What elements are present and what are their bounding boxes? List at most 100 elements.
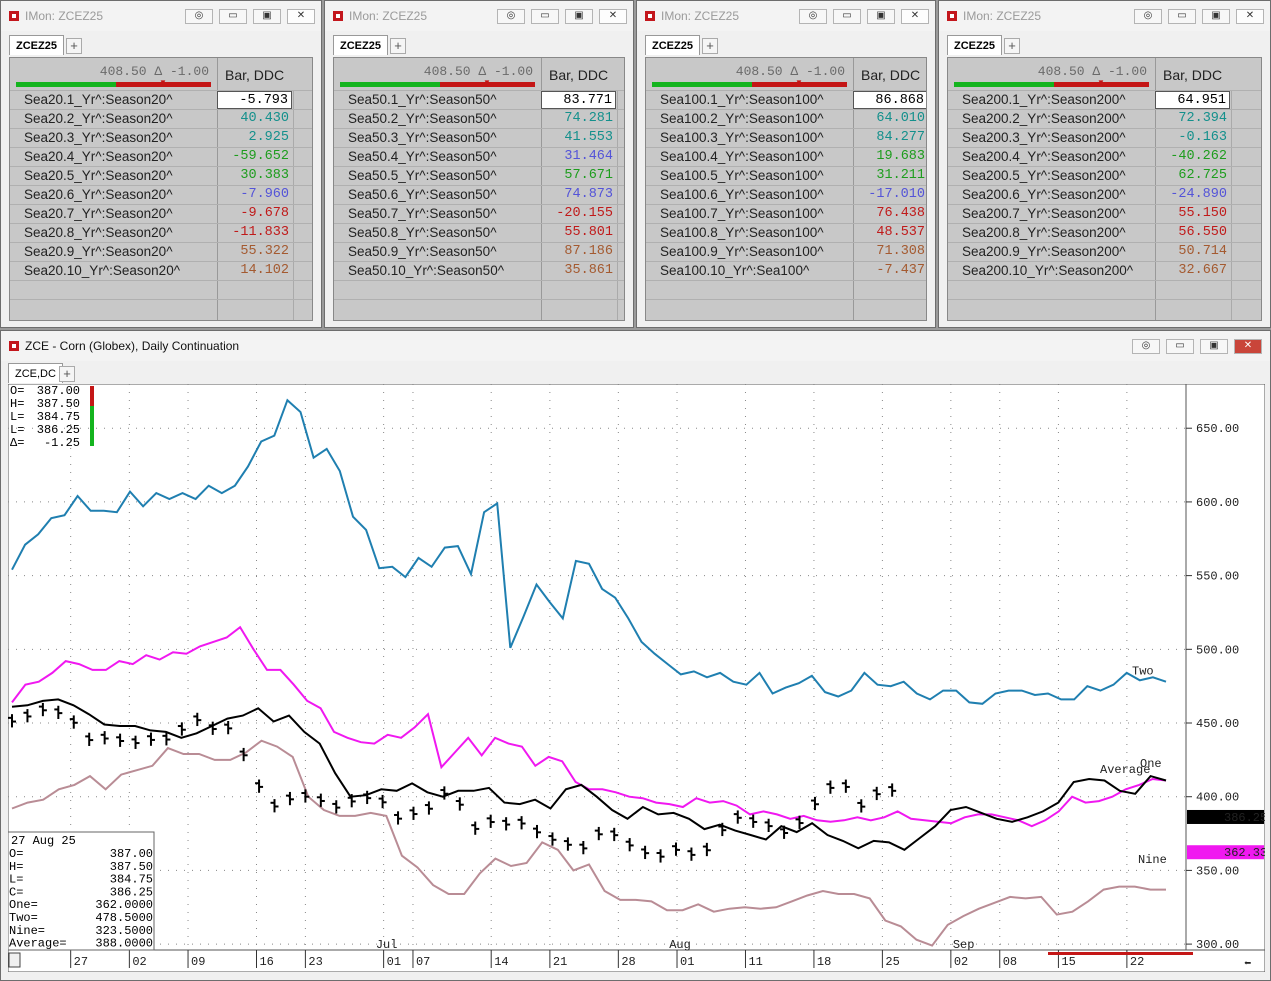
row-value[interactable]: -59.652	[217, 148, 292, 166]
row-value[interactable]: -11.833	[217, 224, 292, 242]
row-value[interactable]: 55.150	[1155, 205, 1230, 223]
chart-titlebar[interactable]: ZCE - Corn (Globex), Daily Continuation …	[1, 331, 1270, 361]
table-row[interactable]: Sea100.1_Yr^:Season100^ 86.868	[646, 90, 926, 109]
table-row[interactable]: Sea50.1_Yr^:Season50^ 83.771	[334, 90, 624, 109]
table-row[interactable]: Sea50.2_Yr^:Season50^ 74.281	[334, 109, 624, 128]
row-value[interactable]: 72.394	[1155, 110, 1230, 128]
row-value[interactable]: 40.430	[217, 110, 292, 128]
minimize-button[interactable]: ▭	[219, 9, 247, 24]
tab-zcez25[interactable]: ZCEZ25	[333, 35, 388, 55]
monitor-titlebar[interactable]: IMon: ZCEZ25 ◎ ▭ ▣ ✕	[939, 1, 1270, 31]
table-row[interactable]: Sea50.7_Yr^:Season50^ -20.155	[334, 204, 624, 223]
table-row[interactable]: Sea100.3_Yr^:Season100^ 84.277	[646, 128, 926, 147]
table-row[interactable]: Sea200.2_Yr^:Season200^ 72.394	[948, 109, 1261, 128]
row-value[interactable]: 74.873	[541, 186, 616, 204]
row-value[interactable]: 84.277	[853, 129, 926, 147]
row-value[interactable]: 31.211	[853, 167, 926, 185]
row-value[interactable]: -20.155	[541, 205, 616, 223]
table-row[interactable]: Sea200.1_Yr^:Season200^ 64.951	[948, 90, 1261, 109]
minimize-button[interactable]: ▭	[1168, 9, 1196, 24]
link-icon[interactable]: ◎	[799, 9, 827, 24]
tab-zce-dc[interactable]: ZCE,DC	[8, 363, 63, 383]
row-value[interactable]: 55.322	[217, 243, 292, 261]
link-icon[interactable]: ◎	[185, 9, 213, 24]
table-row[interactable]: Sea20.6_Yr^:Season20^ -7.960	[10, 185, 312, 204]
row-value[interactable]: 14.102	[217, 262, 292, 280]
table-row[interactable]: Sea200.5_Yr^:Season200^ 62.725	[948, 166, 1261, 185]
table-row[interactable]: Sea200.8_Yr^:Season200^ 56.550	[948, 223, 1261, 242]
table-row[interactable]: Sea100.5_Yr^:Season100^ 31.211	[646, 166, 926, 185]
row-value[interactable]: 71.308	[853, 243, 926, 261]
table-row[interactable]: Sea20.7_Yr^:Season20^ -9.678	[10, 204, 312, 223]
row-value[interactable]: 56.550	[1155, 224, 1230, 242]
row-value[interactable]: 19.683	[853, 148, 926, 166]
add-tab-button[interactable]: +	[390, 38, 406, 54]
table-row[interactable]: Sea200.6_Yr^:Season200^ -24.890	[948, 185, 1261, 204]
table-row[interactable]: Sea20.9_Yr^:Season20^ 55.322	[10, 242, 312, 261]
tab-zcez25[interactable]: ZCEZ25	[645, 35, 700, 55]
close-button[interactable]: ✕	[599, 9, 627, 24]
row-value[interactable]: 41.553	[541, 129, 616, 147]
monitor-titlebar[interactable]: IMon: ZCEZ25 ◎ ▭ ▣ ✕	[637, 1, 935, 31]
table-row[interactable]: Sea100.8_Yr^:Season100^ 48.537	[646, 223, 926, 242]
monitor-titlebar[interactable]: IMon: ZCEZ25 ◎ ▭ ▣ ✕	[325, 1, 633, 31]
link-icon[interactable]: ◎	[1134, 9, 1162, 24]
maximize-button[interactable]: ▣	[1202, 9, 1230, 24]
price-chart[interactable]: 650.00 600.00 550.00 500.00 450.00 400.00 350.…	[8, 384, 1265, 972]
row-value[interactable]: 48.537	[853, 224, 926, 242]
table-row[interactable]: Sea20.4_Yr^:Season20^ -59.652	[10, 147, 312, 166]
table-row[interactable]: Sea200.4_Yr^:Season200^ -40.262	[948, 147, 1261, 166]
link-icon[interactable]: ◎	[1132, 339, 1160, 354]
row-value[interactable]: -24.890	[1155, 186, 1230, 204]
table-row[interactable]: Sea50.4_Yr^:Season50^ 31.464	[334, 147, 624, 166]
row-value[interactable]: -40.262	[1155, 148, 1230, 166]
close-button[interactable]: ✕	[1236, 9, 1264, 24]
row-value[interactable]: 83.771	[541, 91, 616, 109]
add-tab-button[interactable]: +	[66, 38, 82, 54]
table-row[interactable]: Sea200.3_Yr^:Season200^ -0.163	[948, 128, 1261, 147]
add-tab-button[interactable]: +	[59, 366, 75, 382]
row-value[interactable]: -5.793	[217, 91, 292, 109]
column-header[interactable]: Bar, DDC	[217, 58, 292, 90]
minimize-button[interactable]: ▭	[531, 9, 559, 24]
close-button[interactable]: ✕	[901, 9, 929, 24]
table-row[interactable]: Sea20.3_Yr^:Season20^ 2.925	[10, 128, 312, 147]
row-value[interactable]: 64.951	[1155, 91, 1230, 109]
table-row[interactable]: Sea100.9_Yr^:Season100^ 71.308	[646, 242, 926, 261]
table-row[interactable]: Sea200.9_Yr^:Season200^ 50.714	[948, 242, 1261, 261]
minimize-button[interactable]: ▭	[833, 9, 861, 24]
row-value[interactable]: 57.671	[541, 167, 616, 185]
row-value[interactable]: 50.714	[1155, 243, 1230, 261]
row-value[interactable]: 32.667	[1155, 262, 1230, 280]
link-icon[interactable]: ◎	[497, 9, 525, 24]
table-row[interactable]: Sea50.8_Yr^:Season50^ 55.801	[334, 223, 624, 242]
row-value[interactable]: -0.163	[1155, 129, 1230, 147]
maximize-button[interactable]: ▣	[867, 9, 895, 24]
monitor-titlebar[interactable]: IMon: ZCEZ25 ◎ ▭ ▣ ✕	[1, 1, 321, 31]
tab-zcez25[interactable]: ZCEZ25	[9, 35, 64, 55]
row-value[interactable]: 74.281	[541, 110, 616, 128]
row-value[interactable]: 86.868	[853, 91, 926, 109]
column-header[interactable]: Bar, DDC	[541, 58, 616, 90]
row-value[interactable]: 35.861	[541, 262, 616, 280]
row-value[interactable]: 55.801	[541, 224, 616, 242]
table-row[interactable]: Sea20.2_Yr^:Season20^ 40.430	[10, 109, 312, 128]
table-row[interactable]: Sea50.5_Yr^:Season50^ 57.671	[334, 166, 624, 185]
table-row[interactable]: Sea50.9_Yr^:Season50^ 87.186	[334, 242, 624, 261]
table-row[interactable]: Sea50.6_Yr^:Season50^ 74.873	[334, 185, 624, 204]
row-value[interactable]: 62.725	[1155, 167, 1230, 185]
row-value[interactable]: 76.438	[853, 205, 926, 223]
row-value[interactable]: -9.678	[217, 205, 292, 223]
row-value[interactable]: 31.464	[541, 148, 616, 166]
row-value[interactable]: -17.010	[853, 186, 926, 204]
row-value[interactable]: 30.383	[217, 167, 292, 185]
table-row[interactable]: Sea100.6_Yr^:Season100^ -17.010	[646, 185, 926, 204]
table-row[interactable]: Sea20.5_Yr^:Season20^ 30.383	[10, 166, 312, 185]
maximize-button[interactable]: ▣	[1200, 339, 1228, 354]
table-row[interactable]: Sea20.1_Yr^:Season20^ -5.793	[10, 90, 312, 109]
add-tab-button[interactable]: +	[702, 38, 718, 54]
close-button[interactable]: ✕	[287, 9, 315, 24]
table-row[interactable]: Sea20.10_Yr^:Season20^ 14.102	[10, 261, 312, 280]
table-row[interactable]: Sea100.7_Yr^:Season100^ 76.438	[646, 204, 926, 223]
table-row[interactable]: Sea50.3_Yr^:Season50^ 41.553	[334, 128, 624, 147]
